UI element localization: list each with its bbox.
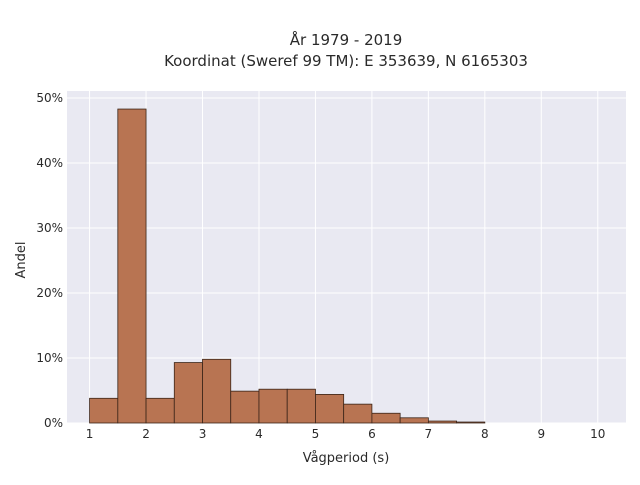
histogram-bar [427, 420, 458, 424]
x-tick-label: 6 [368, 427, 376, 441]
histogram-bar [343, 403, 373, 424]
chart-title-line-1: År 1979 - 2019 [290, 30, 403, 49]
bars [89, 108, 486, 424]
histogram-bar [173, 362, 203, 424]
chart-title-line-2: Koordinat (Sweref 99 TM): E 353639, N 61… [164, 52, 528, 70]
y-axis-ticks: 0% 10% 20% 30% 40% 50% [36, 91, 63, 430]
x-tick-label: 7 [425, 427, 433, 441]
y-tick-label: 10% [36, 351, 63, 365]
plot-area [67, 91, 626, 423]
histogram-bar [89, 397, 119, 424]
histogram-bar [202, 358, 232, 424]
histogram-bar [315, 393, 345, 424]
histogram-bar [399, 417, 429, 424]
x-axis-title: Vågperiod (s) [303, 451, 390, 466]
histogram-bar [456, 421, 486, 424]
x-tick-label: 5 [312, 427, 320, 441]
y-tick-label: 0% [44, 416, 63, 430]
x-tick-label: 10 [590, 427, 605, 441]
y-tick-label: 40% [36, 156, 63, 170]
x-tick-label: 9 [537, 427, 545, 441]
histogram-bar [286, 388, 316, 424]
x-tick-label: 8 [481, 427, 489, 441]
x-tick-label: 4 [255, 427, 263, 441]
x-tick-label: 2 [142, 427, 150, 441]
y-tick-label: 20% [36, 286, 63, 300]
histogram-bar [117, 108, 147, 424]
x-tick-label: 3 [199, 427, 207, 441]
x-axis-ticks: 1 2 3 4 5 6 7 8 9 10 [86, 427, 606, 441]
y-tick-label: 30% [36, 221, 63, 235]
histogram-bar [230, 390, 260, 424]
y-axis-title: Andel [14, 242, 29, 279]
histogram-bar [145, 397, 175, 424]
histogram-bar [371, 412, 401, 424]
y-tick-label: 50% [36, 91, 63, 105]
x-tick-label: 1 [86, 427, 94, 441]
histogram-bar [258, 388, 288, 424]
